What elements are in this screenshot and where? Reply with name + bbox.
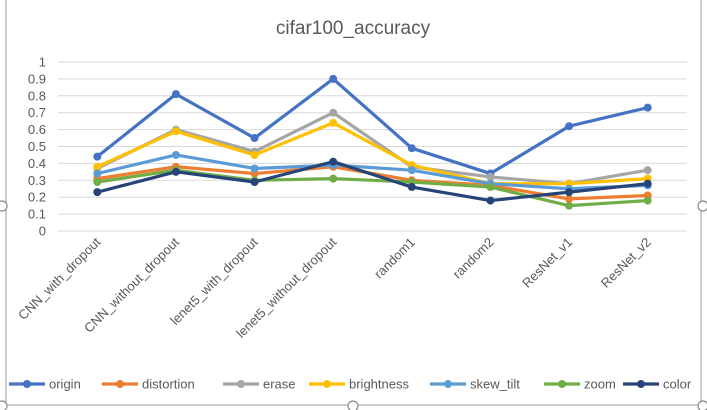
x-category-label: ResNet_v2 — [598, 235, 654, 291]
resize-handle-bottom-left[interactable] — [0, 400, 8, 410]
y-tick-label: 0.4 — [28, 156, 46, 171]
data-point-color — [486, 196, 495, 205]
legend-swatch-marker — [237, 380, 245, 388]
y-tick-label: 0.3 — [28, 173, 46, 188]
data-point-zoom — [565, 201, 574, 210]
resize-handle-right[interactable] — [697, 200, 707, 212]
plot-series — [93, 74, 652, 210]
series-line-origin — [95, 77, 650, 176]
y-tick-label: 0.5 — [28, 139, 46, 154]
x-category-label: CNN_with_dropout — [15, 234, 104, 323]
y-tick-label: 0.9 — [28, 71, 46, 86]
data-point-erase — [329, 108, 338, 117]
y-tick-label: 0 — [39, 224, 46, 239]
data-point-zoom — [643, 196, 652, 205]
data-point-erase — [486, 172, 495, 181]
legend-label: brightness — [349, 377, 409, 392]
legend-item-brightness: brightness — [309, 377, 409, 392]
y-tick-label: 0.7 — [28, 105, 46, 120]
data-point-origin — [407, 144, 416, 153]
legend: origin distortion erase brightness skew_tilt… — [9, 377, 692, 392]
y-axis-tick-labels: 0 0.1 0.2 0.3 0.4 0.5 0.6 0.7 0.8 0.91 — [28, 55, 46, 239]
chart-title: cifar100_accuracy — [276, 18, 431, 39]
series-color — [93, 157, 652, 205]
data-point-brightness — [329, 118, 338, 127]
legend-label: distortion — [142, 377, 195, 392]
legend-item-erase: erase — [223, 377, 296, 392]
data-point-color — [171, 167, 180, 176]
data-point-origin — [329, 74, 338, 83]
y-tick-label: 0.6 — [28, 122, 46, 137]
data-point-skew_tilt — [93, 169, 102, 178]
data-point-origin — [643, 103, 652, 112]
legend-label: origin — [49, 377, 81, 392]
x-category-label: ResNet_v1 — [519, 235, 575, 291]
data-point-origin — [171, 90, 180, 99]
data-point-brightness — [171, 127, 180, 136]
data-point-skew_tilt — [407, 166, 416, 175]
legend-swatch-marker — [116, 380, 124, 388]
x-category-label: random1 — [371, 235, 418, 282]
legend-swatch-marker — [637, 380, 645, 388]
data-point-color — [93, 188, 102, 197]
resize-handle-bottom-right[interactable] — [697, 400, 707, 410]
data-point-color — [250, 177, 259, 186]
data-point-brightness — [93, 162, 102, 171]
data-point-color — [643, 179, 652, 188]
legend-item-distortion: distortion — [102, 377, 195, 392]
series-line-brightness — [95, 121, 650, 186]
data-point-color — [407, 183, 416, 192]
data-point-color — [329, 157, 338, 166]
legend-swatch-marker — [558, 380, 566, 388]
data-point-zoom — [329, 174, 338, 183]
resize-handle-bottom[interactable] — [347, 400, 359, 410]
x-category-label: random2 — [450, 235, 497, 282]
data-point-origin — [250, 134, 259, 143]
legend-swatch-marker — [23, 380, 31, 388]
series-line-skew_tilt — [95, 153, 650, 191]
data-point-color — [565, 188, 574, 197]
series-line-color — [95, 160, 650, 203]
legend-label: erase — [263, 377, 296, 392]
data-point-zoom — [486, 183, 495, 192]
legend-label: color — [663, 377, 692, 392]
series-line-zoom — [95, 168, 650, 208]
data-point-origin — [565, 122, 574, 131]
data-point-brightness — [250, 150, 259, 159]
legend-label: zoom — [584, 377, 616, 392]
legend-swatch-marker — [323, 380, 331, 388]
data-point-distortion — [565, 194, 574, 203]
legend-item-origin: origin — [9, 377, 81, 392]
y-tick-label: 0.8 — [28, 88, 46, 103]
y-tick-label: 0.1 — [28, 207, 46, 222]
legend-item-color: color — [623, 377, 692, 392]
x-category-label: lenet5_with_dropout — [167, 234, 261, 328]
legend-item-skew_tilt: skew_tilt — [430, 377, 520, 392]
legend-item-zoom: zoom — [544, 377, 616, 392]
data-point-skew_tilt — [250, 164, 259, 173]
x-axis-category-labels: CNN_with_dropoutCNN_without_dropoutlenet… — [15, 234, 654, 340]
data-point-zoom — [93, 177, 102, 186]
y-tick-label: 1 — [39, 55, 46, 70]
legend-swatch-marker — [444, 380, 452, 388]
y-tick-label: 0.2 — [28, 190, 46, 205]
resize-handle-left[interactable] — [0, 200, 8, 212]
data-point-erase — [643, 166, 652, 175]
data-point-skew_tilt — [171, 150, 180, 159]
gridlines — [58, 61, 687, 232]
data-point-origin — [93, 152, 102, 161]
legend-label: skew_tilt — [470, 377, 520, 392]
